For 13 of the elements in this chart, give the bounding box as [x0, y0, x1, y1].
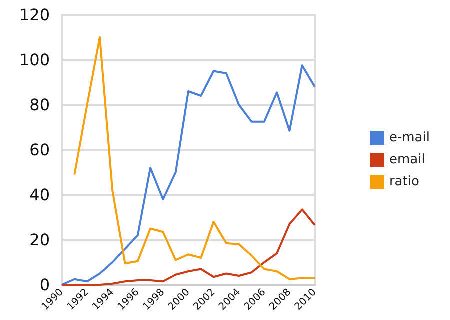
y-tick-label: 60: [30, 140, 50, 160]
line-series: [61, 64, 316, 286]
y-tick-label: 100: [19, 50, 50, 70]
y-tick-label: 120: [19, 6, 50, 24]
legend-label: e-mail: [389, 130, 430, 146]
line-series: [74, 36, 316, 280]
y-tick-label: 20: [30, 230, 50, 250]
y-tick-label: 80: [30, 96, 50, 114]
legend-label: email: [389, 152, 426, 168]
line-series: [61, 208, 316, 286]
legend-label: ratio: [389, 174, 420, 190]
y-tick-label: 0: [40, 276, 50, 294]
y-tick-label: 40: [30, 186, 50, 204]
